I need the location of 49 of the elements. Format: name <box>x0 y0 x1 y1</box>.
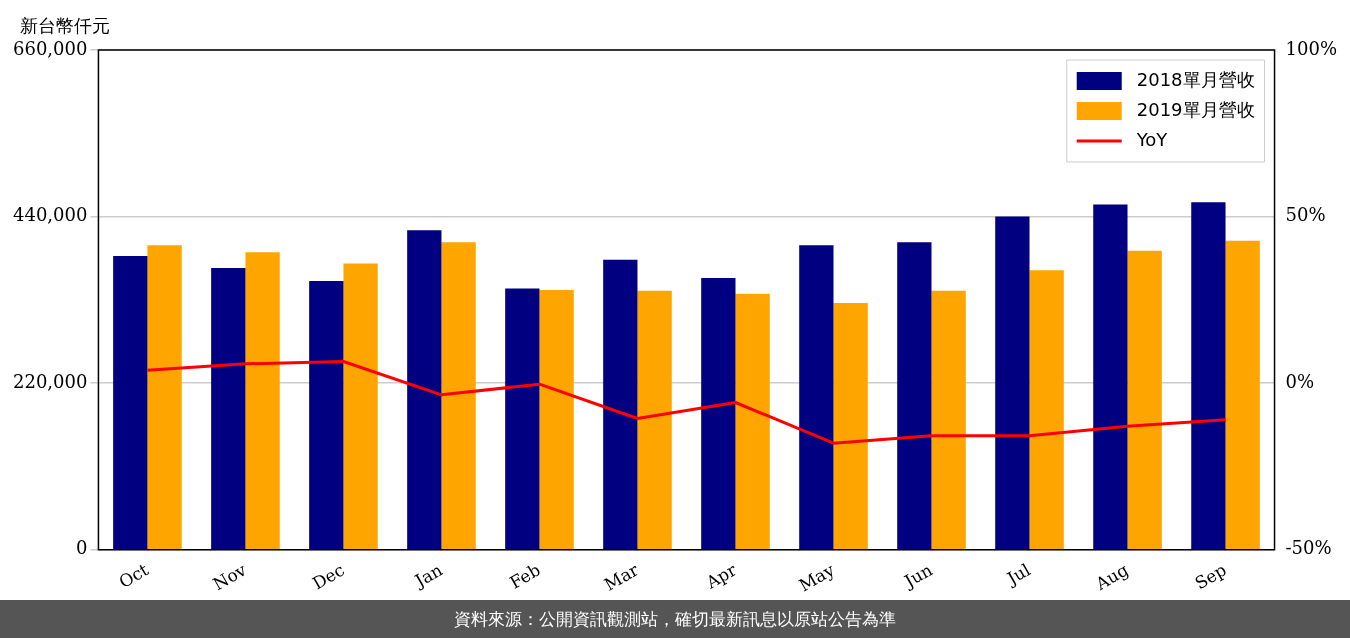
bar <box>1225 240 1260 550</box>
bar <box>897 242 932 550</box>
y2-tick-label: 50% <box>1285 204 1326 226</box>
x-tick-label: Dec <box>308 559 348 594</box>
x-tick-label: Mar <box>600 559 643 595</box>
bar <box>539 290 574 550</box>
bar <box>1127 250 1162 550</box>
x-tick-label: Jun <box>899 559 936 593</box>
legend-label: 2018單月營收 <box>1136 68 1255 90</box>
bar <box>245 252 280 550</box>
x-tick-label: Aug <box>1091 559 1132 595</box>
bar <box>1093 204 1128 550</box>
x-tick-label: May <box>795 559 839 596</box>
bar <box>995 216 1030 550</box>
y2-tick-label: -50% <box>1285 537 1332 559</box>
x-tick-label: Feb <box>506 559 544 593</box>
y-tick-label: 220,000 <box>13 370 88 392</box>
y-axis-title: 新台幣仟元 <box>20 14 110 38</box>
bar <box>735 293 770 550</box>
bar <box>505 288 540 550</box>
legend-label: YoY <box>1135 128 1169 150</box>
bar <box>309 280 344 550</box>
bar <box>931 290 966 550</box>
bar <box>1191 202 1226 550</box>
y-tick-label: 0 <box>75 537 88 559</box>
x-tick-label: Sep <box>1191 559 1230 594</box>
bar <box>343 263 378 550</box>
legend-label: 2019單月營收 <box>1136 98 1255 120</box>
x-tick-label: Jan <box>409 559 446 592</box>
y-tick-label: 660,000 <box>13 37 88 59</box>
bar <box>113 255 148 550</box>
bar <box>833 302 868 550</box>
x-tick-label: Oct <box>115 559 152 593</box>
y2-tick-label: 0% <box>1285 370 1315 392</box>
bar <box>799 245 834 550</box>
bar <box>637 290 672 550</box>
bar <box>603 259 638 550</box>
bar <box>147 245 182 550</box>
source-note: 資料來源：公開資訊觀測站，確切最新訊息以原站公告為準 <box>0 600 1350 638</box>
bar <box>407 230 442 550</box>
x-tick-label: Jul <box>1001 559 1034 590</box>
y-tick-label: 440,000 <box>13 204 88 226</box>
bar <box>701 277 736 550</box>
bar <box>1029 270 1064 550</box>
bar <box>211 268 246 550</box>
bar <box>441 242 476 550</box>
x-tick-label: Apr <box>701 559 741 594</box>
y2-tick-label: 100% <box>1285 37 1338 59</box>
x-tick-label: Nov <box>209 559 250 595</box>
